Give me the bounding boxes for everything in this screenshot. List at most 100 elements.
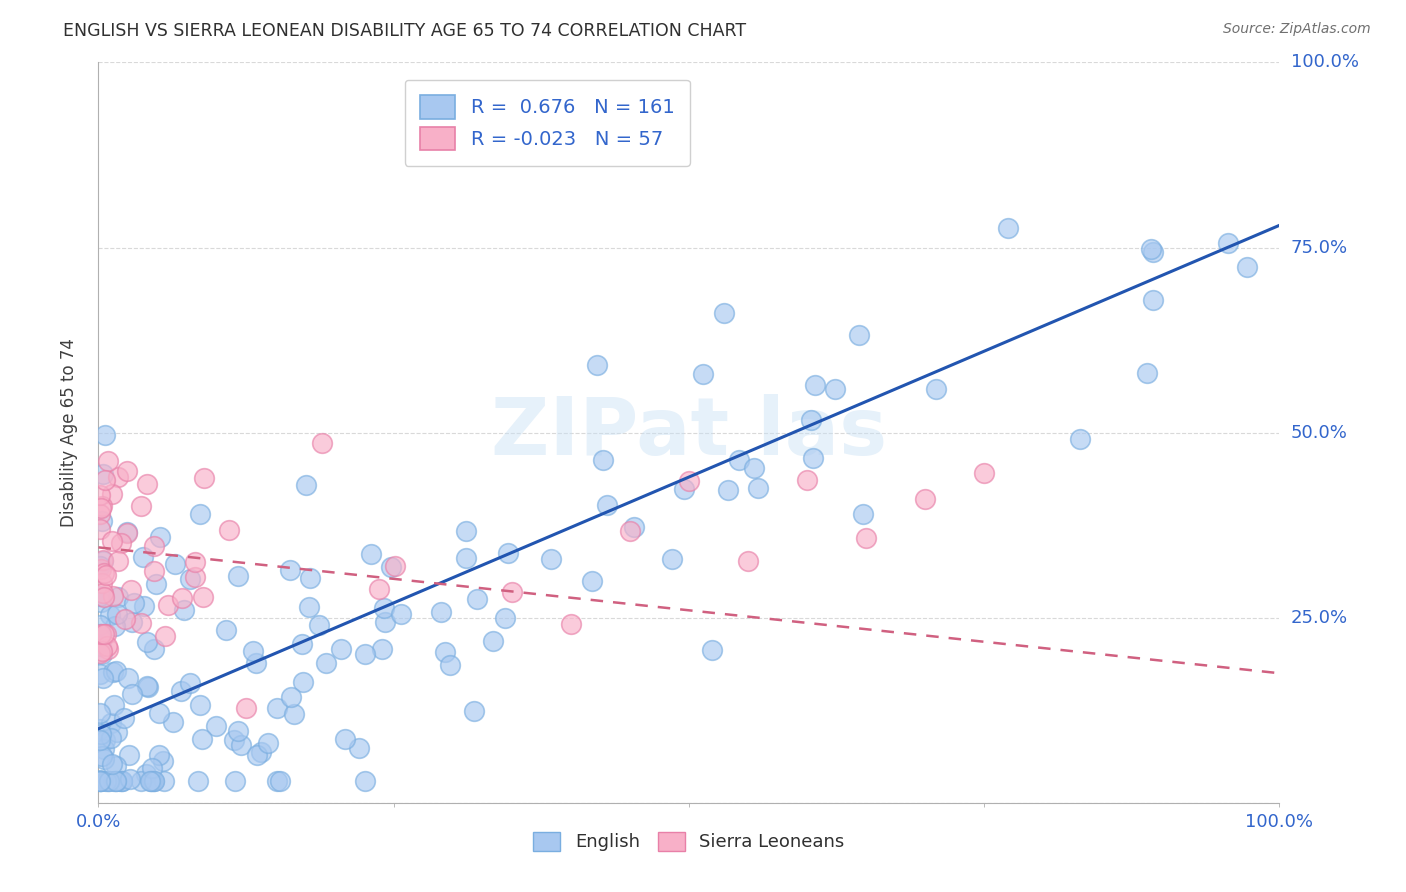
Point (384, 559, 406, 574)
Point (97, 641, 120, 656)
Point (89, 589, 111, 603)
Point (717, 483, 740, 497)
Point (90, 773, 112, 788)
Text: 100.0%: 100.0% (1291, 54, 1358, 71)
Point (152, 754, 174, 768)
Point (496, 546, 519, 560)
Point (89, 507, 111, 521)
Point (494, 611, 516, 625)
Point (89, 722, 111, 736)
Point (184, 555, 207, 569)
Point (105, 664, 128, 678)
Point (142, 773, 165, 788)
Point (205, 719, 228, 733)
Point (91, 575, 114, 590)
Point (153, 629, 176, 643)
Point (997, 221, 1019, 235)
Point (581, 574, 603, 589)
Point (713, 306, 735, 320)
Point (105, 607, 128, 622)
Text: 50.0%: 50.0% (1291, 424, 1347, 442)
Point (120, 772, 142, 786)
Point (678, 474, 700, 488)
Point (91, 647, 114, 661)
Point (142, 773, 165, 788)
Point (374, 615, 396, 629)
Point (226, 569, 249, 583)
Point (354, 647, 377, 661)
Point (149, 530, 172, 544)
Point (135, 476, 157, 491)
Point (187, 773, 209, 788)
Point (122, 596, 145, 610)
Point (229, 738, 252, 752)
Point (115, 526, 138, 541)
Point (354, 773, 377, 788)
Point (156, 598, 179, 612)
Point (380, 560, 402, 574)
Point (367, 582, 389, 597)
Point (481, 634, 503, 648)
Point (924, 382, 946, 396)
Point (143, 564, 166, 578)
Point (94, 473, 117, 487)
Point (111, 773, 134, 788)
Point (308, 618, 330, 632)
Point (266, 773, 288, 788)
Point (1139, 243, 1161, 257)
Point (91, 499, 114, 513)
Point (165, 558, 187, 572)
Point (94, 733, 117, 747)
Point (89, 647, 111, 661)
Point (148, 706, 170, 721)
Point (136, 680, 159, 694)
Point (129, 500, 152, 514)
Point (280, 562, 302, 576)
Point (747, 481, 769, 495)
Point (136, 634, 159, 648)
Point (91, 748, 114, 763)
Point (100, 731, 122, 745)
Point (280, 690, 302, 704)
Point (89, 666, 111, 681)
Point (463, 704, 485, 718)
Point (672, 482, 695, 496)
Point (89, 706, 111, 720)
Point (292, 675, 315, 690)
Legend: English, Sierra Leoneans: English, Sierra Leoneans (524, 823, 853, 861)
Point (170, 591, 193, 606)
Point (94, 568, 117, 582)
Point (91, 586, 114, 600)
Point (148, 747, 170, 762)
Point (801, 451, 824, 466)
Point (89, 773, 111, 788)
Point (115, 464, 138, 478)
Point (90, 515, 112, 529)
Point (117, 747, 139, 762)
Point (190, 507, 212, 521)
Point (97, 773, 120, 788)
Point (98, 773, 121, 788)
Point (115, 525, 138, 540)
Point (218, 523, 240, 537)
Point (97, 454, 120, 468)
Point (90, 500, 112, 515)
Point (93, 742, 115, 756)
Point (145, 577, 167, 591)
Point (226, 723, 249, 738)
Point (101, 589, 124, 603)
Point (294, 478, 316, 492)
Point (90, 726, 112, 740)
Point (973, 466, 995, 480)
Point (170, 684, 193, 698)
Point (796, 473, 818, 487)
Point (737, 554, 759, 568)
Point (108, 773, 131, 788)
Point (1236, 260, 1258, 274)
Point (193, 471, 215, 485)
Text: ZIPat las: ZIPat las (491, 393, 887, 472)
Point (91, 554, 114, 568)
Point (141, 773, 163, 788)
Point (191, 590, 214, 604)
Point (585, 359, 607, 373)
